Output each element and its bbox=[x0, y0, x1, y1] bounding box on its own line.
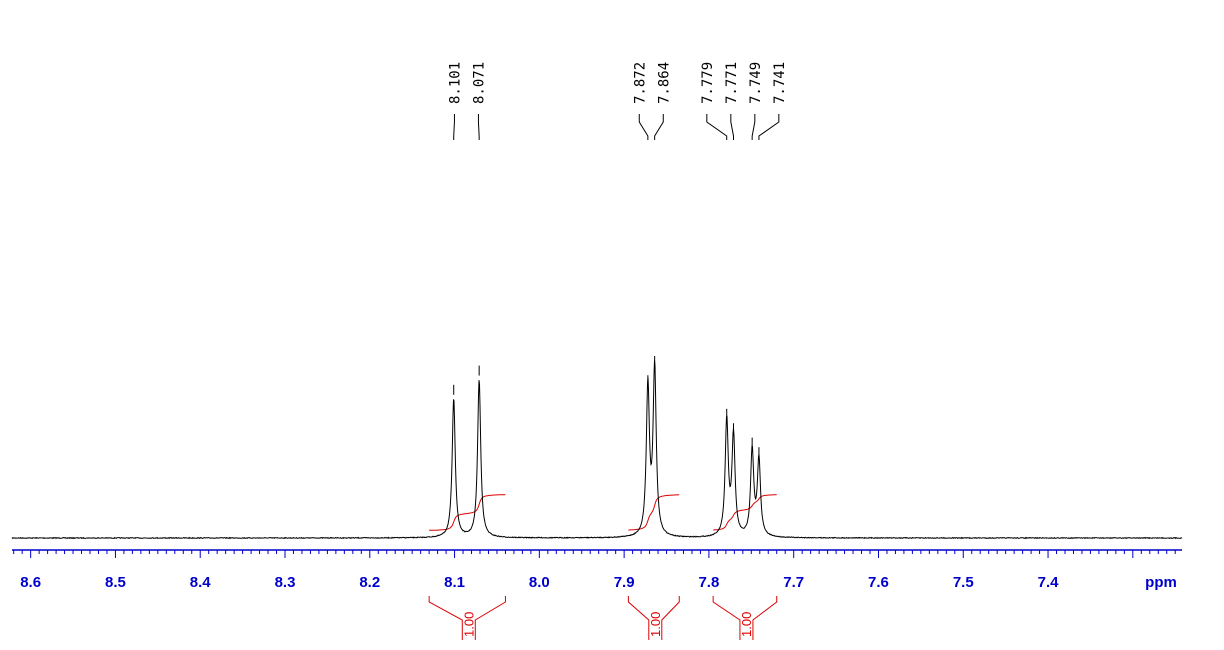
peak-connector bbox=[730, 114, 734, 140]
x-axis-tick-labels: 8.6 8.5 8.4 8.3 8.2 8.1 8.0 7.9 7.8 7.7 7.6 7.5 7.4 bbox=[20, 574, 1059, 591]
x-axis-tick-label: 7.6 bbox=[868, 574, 889, 591]
integral-bracket bbox=[428, 596, 463, 640]
integral-bracket bbox=[661, 596, 680, 640]
peak-connector bbox=[477, 114, 480, 140]
x-axis: 8.6 8.5 8.4 8.3 8.2 8.1 8.0 7.9 7.8 7.7 7.6 7.5 7.4 … bbox=[12, 549, 1182, 591]
integral-curve bbox=[429, 494, 506, 531]
peak-connector bbox=[758, 114, 780, 140]
spectrum-trace bbox=[11, 360, 1183, 540]
integral-curve bbox=[628, 494, 680, 531]
integral-curves bbox=[429, 494, 777, 531]
x-axis-tick-label: 8.3 bbox=[275, 574, 296, 591]
integral-value-label: 1.00 bbox=[648, 612, 663, 637]
peak-tick-marks bbox=[453, 356, 760, 458]
peak-label: 7.872 bbox=[632, 62, 648, 104]
peak-connector bbox=[751, 114, 756, 140]
x-axis-tick-label: 7.4 bbox=[1038, 574, 1060, 591]
integral-curve bbox=[713, 494, 777, 531]
x-axis-tick-label: 7.7 bbox=[783, 574, 804, 591]
x-axis-tick-label: 8.5 bbox=[105, 574, 126, 591]
x-axis-tick-label: 8.1 bbox=[444, 574, 465, 591]
peak-connector bbox=[706, 114, 728, 140]
peak-label: 8.071 bbox=[471, 62, 487, 104]
x-axis-unit-label: ppm bbox=[1145, 574, 1177, 591]
peak-label: 8.101 bbox=[447, 62, 463, 104]
peak-label: 7.741 bbox=[772, 62, 788, 104]
integral-value-label: 1.00 bbox=[461, 612, 476, 637]
x-axis-tick-label: 8.6 bbox=[20, 574, 41, 591]
x-axis-tick-label: 7.5 bbox=[953, 574, 974, 591]
x-axis-tick-label: 8.4 bbox=[190, 574, 212, 591]
peak-label: 7.864 bbox=[656, 62, 672, 104]
peak-label: 7.771 bbox=[724, 62, 740, 104]
x-axis-tick-label: 8.2 bbox=[359, 574, 380, 591]
x-axis-tick-label: 8.0 bbox=[529, 574, 550, 591]
integral-bracket bbox=[752, 596, 778, 640]
peak-labels: 8.101 8.071 7.872 7.864 7.779 7.771 7.749 7.741 bbox=[447, 62, 788, 140]
peak-connector bbox=[654, 114, 664, 140]
peak-connector bbox=[453, 114, 455, 140]
integral-bracket bbox=[474, 596, 506, 640]
integral-value-label: 1.00 bbox=[739, 612, 754, 637]
x-axis-tick-label: 7.8 bbox=[698, 574, 719, 591]
peak-connector bbox=[638, 114, 649, 140]
integral-bracket bbox=[627, 596, 650, 640]
x-axis-tick-label: 7.9 bbox=[614, 574, 635, 591]
integral-bracket bbox=[712, 596, 741, 640]
peak-label: 7.749 bbox=[748, 62, 764, 104]
integral-brackets: 1.00 1.00 1.00 bbox=[428, 596, 778, 640]
peak-label: 7.779 bbox=[700, 62, 716, 104]
x-axis-ticks bbox=[13, 550, 1176, 558]
